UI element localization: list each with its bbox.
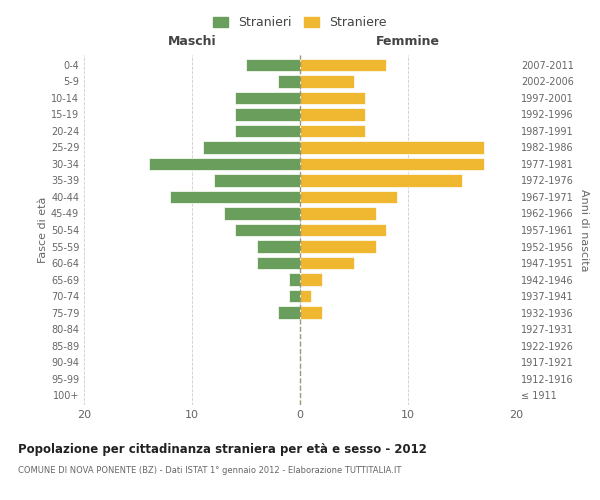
Bar <box>278 75 300 88</box>
Bar <box>300 125 365 137</box>
Bar <box>235 224 300 236</box>
Bar <box>300 58 386 71</box>
Bar <box>300 108 365 120</box>
Bar <box>149 158 300 170</box>
Bar <box>300 142 484 154</box>
Y-axis label: Anni di nascita: Anni di nascita <box>579 188 589 271</box>
Text: Maschi: Maschi <box>167 35 217 48</box>
Bar <box>246 58 300 71</box>
Bar <box>235 92 300 104</box>
Bar <box>289 290 300 302</box>
Bar <box>300 174 462 186</box>
Bar <box>300 158 484 170</box>
Bar <box>300 208 376 220</box>
Bar <box>235 108 300 120</box>
Bar <box>224 208 300 220</box>
Text: Femmine: Femmine <box>376 35 440 48</box>
Legend: Stranieri, Straniere: Stranieri, Straniere <box>208 11 392 34</box>
Bar <box>257 240 300 252</box>
Text: Popolazione per cittadinanza straniera per età e sesso - 2012: Popolazione per cittadinanza straniera p… <box>18 442 427 456</box>
Bar <box>300 240 376 252</box>
Bar <box>170 191 300 203</box>
Bar <box>214 174 300 186</box>
Bar <box>300 274 322 285</box>
Bar <box>257 257 300 269</box>
Bar <box>300 75 354 88</box>
Y-axis label: Fasce di età: Fasce di età <box>38 197 48 263</box>
Bar <box>289 274 300 285</box>
Bar <box>300 92 365 104</box>
Bar <box>300 306 322 318</box>
Bar <box>300 191 397 203</box>
Bar <box>278 306 300 318</box>
Bar <box>300 290 311 302</box>
Text: COMUNE DI NOVA PONENTE (BZ) - Dati ISTAT 1° gennaio 2012 - Elaborazione TUTTITAL: COMUNE DI NOVA PONENTE (BZ) - Dati ISTAT… <box>18 466 401 475</box>
Bar <box>203 142 300 154</box>
Bar <box>300 257 354 269</box>
Bar <box>235 125 300 137</box>
Bar <box>300 224 386 236</box>
